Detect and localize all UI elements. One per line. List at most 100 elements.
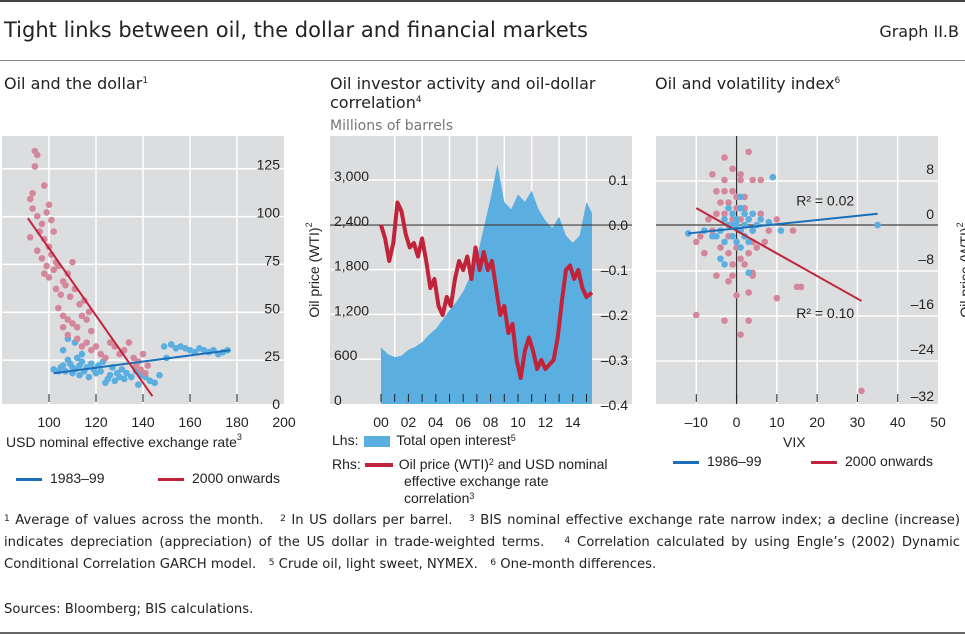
data-point [773,216,781,223]
data-point [142,369,149,377]
data-point [85,373,93,381]
legend-swatch-blue-line [673,460,699,464]
data-point [757,176,765,184]
data-point [789,227,797,234]
panel-title-text: Oil and the dollar [4,74,143,93]
axis-title-text: Oil price (WTI) [957,227,965,318]
fit-line [695,207,862,302]
footnote-text: Average of values across the month. [9,513,264,528]
data-point [721,216,728,223]
data-point [705,216,712,223]
panel-title-right: Oil and volatility index6 [655,74,840,93]
data-point [97,350,104,358]
footnote-number: 6 [490,558,497,568]
data-point [737,171,744,178]
data-point [59,362,67,369]
data-point [737,204,744,212]
y-tick-label: –16 [911,296,935,312]
rhs-tick-label: –0.2 [601,307,628,323]
data-point [858,387,865,395]
bottom-rule [0,632,965,634]
right-x-axis-title: VIX [783,434,806,450]
data-point [749,176,756,184]
data-point [26,233,34,241]
lhs-tick-label: 600 [334,347,358,363]
data-point [123,369,130,377]
data-point [725,277,732,285]
y-tick-label: –8 [918,251,934,267]
data-point [26,195,34,203]
panel-title-text: Oil investor activity and oil-dollar cor… [330,74,596,112]
panel-title-left: Oil and the dollar1 [4,74,148,93]
data-point [43,262,50,270]
data-point [151,379,159,387]
legend-tag: Rhs: [332,456,361,472]
data-point [69,258,76,266]
footnote-ref: 2 [304,222,314,228]
legend-label: and USD nominal [493,456,608,472]
axis-title-text: USD nominal effective exchange rate [6,434,237,450]
data-point [721,176,728,184]
data-point [55,304,62,312]
x-tick-label: 10 [769,414,785,430]
data-point [78,350,86,358]
data-point [721,210,728,218]
data-point [29,205,36,212]
data-point [729,210,736,218]
data-point [729,232,736,240]
y-tick-label: 8 [926,161,934,177]
lhs-tick-label: 2,400 [334,213,369,229]
legend-middle-rhs-cont: effective exchange rate correlation3 [404,473,549,507]
series-points-1986–99 [684,173,881,277]
footnote-text: In US dollars per barrel. [285,513,453,528]
x-tick-label: 30 [850,414,866,430]
data-point [33,212,41,220]
lhs-tick-label: 0 [334,392,342,408]
panel-title-text: Oil and volatility index [655,74,835,93]
x-tick-label: 02 [401,414,417,430]
header-rule [0,60,965,61]
footnote-ref: 6 [834,76,841,86]
data-point [160,343,168,350]
legend-left-1983: 1983–99 [16,470,105,487]
rhs-tick-label: 0.1 [609,172,629,188]
footnote-ref: 2 [488,457,494,467]
left-y-axis-title: Oil price (WTI)2 [304,200,322,340]
data-point [761,238,769,246]
data-point [717,255,724,263]
data-point [721,261,728,268]
x-tick-label: 20 [809,414,825,430]
data-point [92,343,100,350]
data-point [721,154,728,161]
data-point [797,283,805,291]
data-point [745,238,752,246]
data-point [745,289,752,296]
legend-middle-rhs: Rhs: Oil price (WTI)2 and USD nominal [332,456,608,473]
legend-swatch-red-line [364,463,393,468]
data-point [697,232,704,240]
data-point [125,339,133,346]
data-point [33,247,41,254]
rhs-tick-label: –0.3 [601,352,628,368]
footnote-text: One-month differences. [496,557,657,572]
y-tick-label: 50 [264,300,280,316]
data-point [137,366,144,373]
data-point [721,238,728,246]
data-point [130,354,137,362]
data-point [144,362,151,369]
data-point [725,204,732,212]
legend-right-2000: 2000 onwards [811,453,933,470]
data-point [31,163,39,170]
data-point [713,272,720,279]
x-tick-label: 00 [373,414,389,430]
data-point [52,285,60,293]
data-point [33,151,41,159]
data-point [777,227,785,234]
rhs-tick-label: 0.0 [609,217,629,233]
y-tick-label: 25 [264,348,280,364]
x-tick-label: 12 [538,414,554,430]
x-tick-label: 120 [84,414,108,430]
data-point [765,218,773,226]
x-tick-label: 06 [455,414,471,430]
